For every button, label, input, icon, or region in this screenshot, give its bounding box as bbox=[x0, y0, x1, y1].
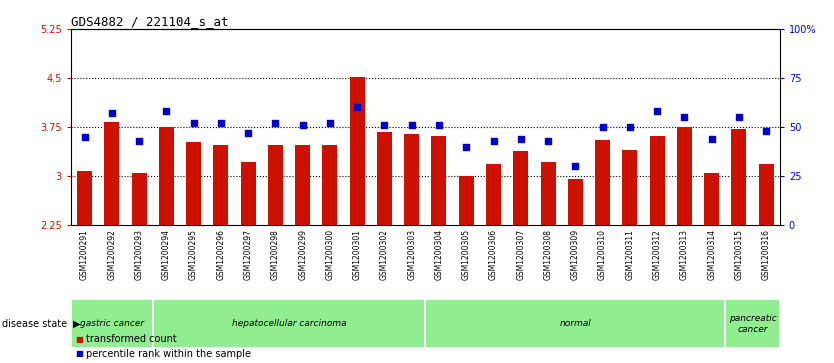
Point bbox=[432, 122, 445, 128]
Point bbox=[460, 144, 473, 150]
Bar bbox=[677, 127, 692, 225]
Point bbox=[378, 122, 391, 128]
Point bbox=[105, 110, 118, 116]
Point bbox=[324, 120, 337, 126]
Bar bbox=[568, 179, 583, 225]
Point bbox=[133, 138, 146, 144]
Bar bbox=[241, 162, 255, 225]
Bar bbox=[268, 145, 283, 225]
Text: ■: ■ bbox=[75, 350, 83, 358]
Bar bbox=[425, 299, 726, 348]
Bar bbox=[186, 142, 201, 225]
Text: hepatocellular carcinoma: hepatocellular carcinoma bbox=[232, 319, 346, 329]
Text: transformed count: transformed count bbox=[86, 334, 177, 344]
Bar bbox=[214, 145, 229, 225]
Point bbox=[296, 122, 309, 128]
Text: GSM1200292: GSM1200292 bbox=[108, 229, 116, 280]
Bar bbox=[404, 134, 420, 225]
Text: gastric cancer: gastric cancer bbox=[80, 319, 143, 329]
Point bbox=[78, 134, 91, 140]
Bar bbox=[486, 164, 501, 225]
Bar bbox=[704, 173, 719, 225]
Bar bbox=[622, 150, 637, 225]
Text: GDS4882 / 221104_s_at: GDS4882 / 221104_s_at bbox=[71, 15, 229, 28]
Point bbox=[541, 138, 555, 144]
Text: GSM1200311: GSM1200311 bbox=[626, 229, 635, 280]
Text: GSM1200301: GSM1200301 bbox=[353, 229, 362, 280]
Point bbox=[159, 109, 173, 114]
Bar bbox=[71, 299, 153, 348]
Point bbox=[269, 120, 282, 126]
Text: GSM1200294: GSM1200294 bbox=[162, 229, 171, 280]
Point bbox=[678, 114, 691, 120]
Text: disease state: disease state bbox=[2, 319, 67, 329]
Bar bbox=[731, 129, 746, 225]
Text: GSM1200305: GSM1200305 bbox=[462, 229, 470, 280]
Text: GSM1200316: GSM1200316 bbox=[761, 229, 771, 280]
Text: GSM1200304: GSM1200304 bbox=[435, 229, 444, 280]
Point bbox=[405, 122, 419, 128]
Point bbox=[732, 114, 746, 120]
Point bbox=[187, 120, 200, 126]
Point bbox=[514, 136, 527, 142]
Point bbox=[350, 105, 364, 110]
Point bbox=[595, 124, 609, 130]
Text: GSM1200300: GSM1200300 bbox=[325, 229, 334, 280]
Text: GSM1200302: GSM1200302 bbox=[380, 229, 389, 280]
Text: GSM1200309: GSM1200309 bbox=[570, 229, 580, 280]
Bar bbox=[77, 171, 92, 225]
Point bbox=[487, 138, 500, 144]
Bar bbox=[459, 176, 474, 225]
Text: GSM1200308: GSM1200308 bbox=[544, 229, 553, 280]
Bar bbox=[158, 127, 173, 225]
Point bbox=[214, 120, 228, 126]
Text: GSM1200315: GSM1200315 bbox=[735, 229, 743, 280]
Point bbox=[569, 163, 582, 169]
Bar bbox=[132, 173, 147, 225]
Text: GSM1200314: GSM1200314 bbox=[707, 229, 716, 280]
Text: GSM1200298: GSM1200298 bbox=[271, 229, 280, 280]
Point bbox=[623, 124, 636, 130]
Text: normal: normal bbox=[560, 319, 591, 329]
Text: GSM1200299: GSM1200299 bbox=[298, 229, 307, 280]
Bar bbox=[431, 135, 446, 225]
Bar bbox=[595, 140, 610, 225]
Text: GSM1200295: GSM1200295 bbox=[189, 229, 198, 280]
Text: GSM1200310: GSM1200310 bbox=[598, 229, 607, 280]
Bar bbox=[323, 145, 338, 225]
Text: GSM1200296: GSM1200296 bbox=[216, 229, 225, 280]
Text: GSM1200303: GSM1200303 bbox=[407, 229, 416, 280]
Text: GSM1200313: GSM1200313 bbox=[680, 229, 689, 280]
Bar bbox=[377, 132, 392, 225]
Text: GSM1200293: GSM1200293 bbox=[134, 229, 143, 280]
Bar bbox=[759, 164, 774, 225]
Bar bbox=[513, 151, 528, 225]
Text: GSM1200312: GSM1200312 bbox=[652, 229, 661, 280]
Point bbox=[760, 128, 773, 134]
Bar bbox=[153, 299, 425, 348]
Point bbox=[242, 130, 255, 136]
Text: percentile rank within the sample: percentile rank within the sample bbox=[86, 349, 251, 359]
Text: GSM1200297: GSM1200297 bbox=[244, 229, 253, 280]
Point bbox=[651, 109, 664, 114]
Bar bbox=[349, 77, 364, 225]
Text: GSM1200307: GSM1200307 bbox=[516, 229, 525, 280]
Point bbox=[705, 136, 718, 142]
Text: GSM1200291: GSM1200291 bbox=[80, 229, 89, 280]
Bar bbox=[540, 162, 555, 225]
Text: pancreatic
cancer: pancreatic cancer bbox=[729, 314, 776, 334]
Text: ■: ■ bbox=[75, 335, 83, 344]
Text: GSM1200306: GSM1200306 bbox=[489, 229, 498, 280]
Bar bbox=[295, 145, 310, 225]
Bar bbox=[104, 122, 119, 225]
Text: ▶: ▶ bbox=[73, 319, 80, 329]
Bar bbox=[726, 299, 780, 348]
Bar bbox=[650, 135, 665, 225]
